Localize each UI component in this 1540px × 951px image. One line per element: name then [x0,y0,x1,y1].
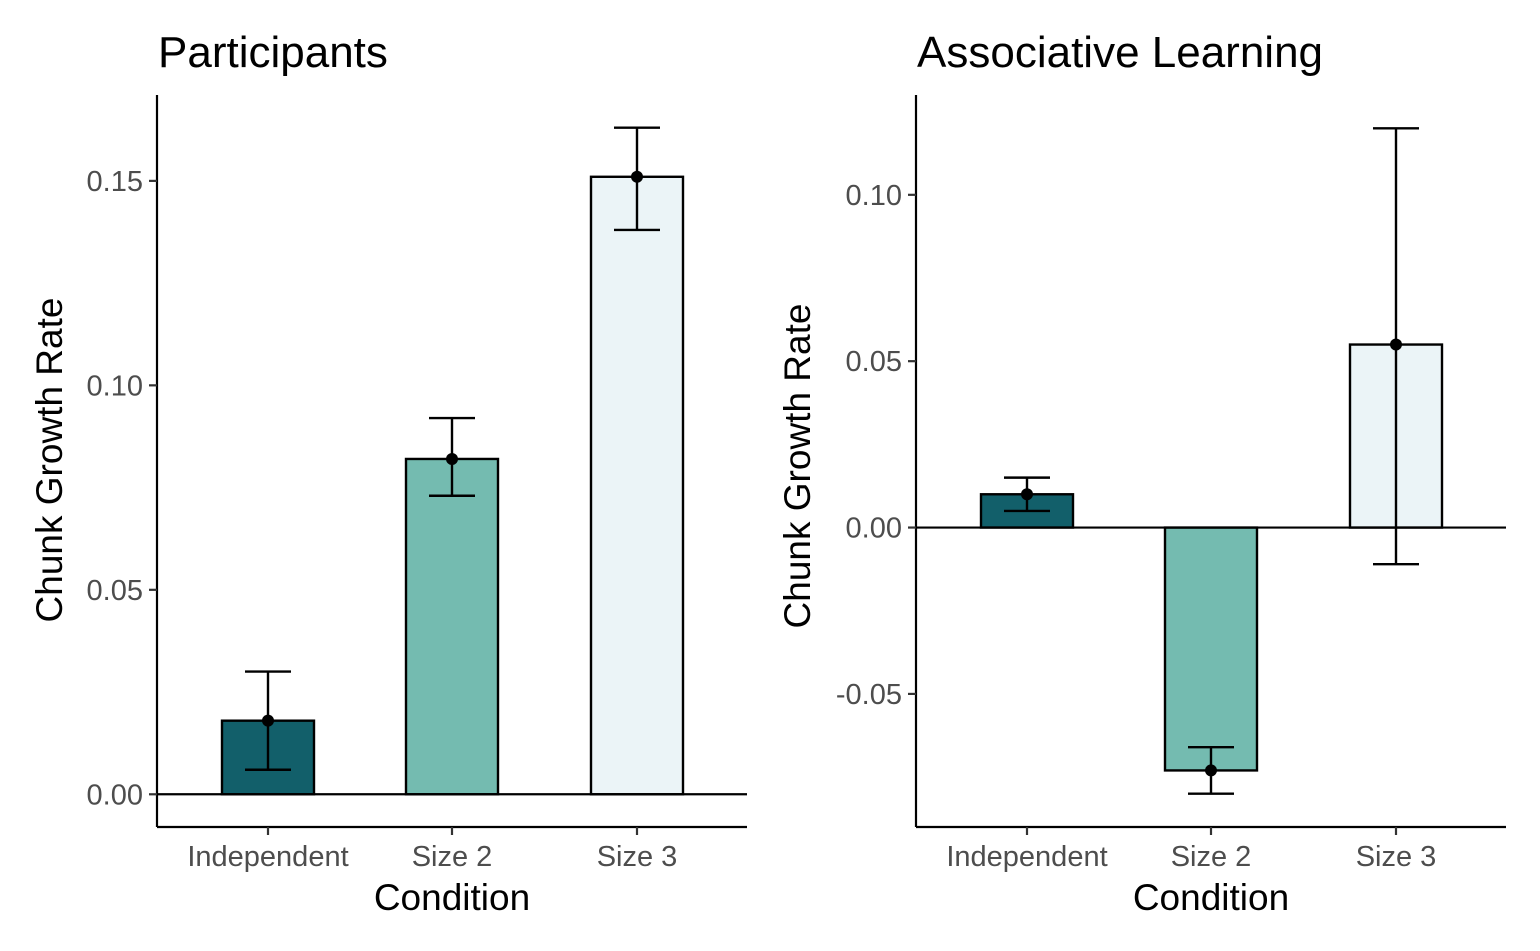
x-tick-label: Size 2 [412,841,493,873]
point-2 [631,170,643,183]
point-2 [1390,338,1402,351]
y-axis-title: Chunk Growth Rate [777,304,818,629]
x-tick-label: Size 3 [597,841,678,873]
y-tick-label: 0.05 [846,346,902,378]
plot-area: 0.00 0.05 0.10 0.15 Independent Size 2 Size 3 [87,95,747,873]
bar-2 [589,175,685,796]
y-tick-label: 0.00 [87,779,143,811]
panel-associative-learning: Associative Learning Condition Chunk Gro… [777,28,1506,918]
y-tick-label: 0.05 [87,575,143,607]
x-tick-label: Size 3 [1356,841,1437,873]
y-tick-label: 0.00 [846,513,902,545]
x-tick-label: Independent [187,841,348,873]
point-1 [446,452,458,465]
bar-1 [404,457,500,796]
y-tick-label: 0.10 [87,370,143,402]
x-tick-label: Size 2 [1171,841,1252,873]
y-tick-label: 0.15 [87,166,143,198]
point-0 [262,714,274,727]
panel-title: Associative Learning [917,28,1323,77]
point-1 [1205,764,1217,777]
point-0 [1021,488,1033,501]
bar-1 [1163,526,1259,772]
x-axis-title: Condition [1133,877,1289,918]
plot-area: -0.05 0.00 0.05 0.10 Independent Size 2 Size 3 [836,95,1506,873]
panel-participants: Participants Condition Chunk Growth Rate… [29,28,747,918]
y-axis-title: Chunk Growth Rate [29,298,70,623]
panel-title: Participants [158,28,388,77]
x-axis-title: Condition [374,877,530,918]
y-tick-label: -0.05 [836,679,902,711]
x-tick-label: Independent [946,841,1107,873]
y-tick-label: 0.10 [846,180,902,212]
